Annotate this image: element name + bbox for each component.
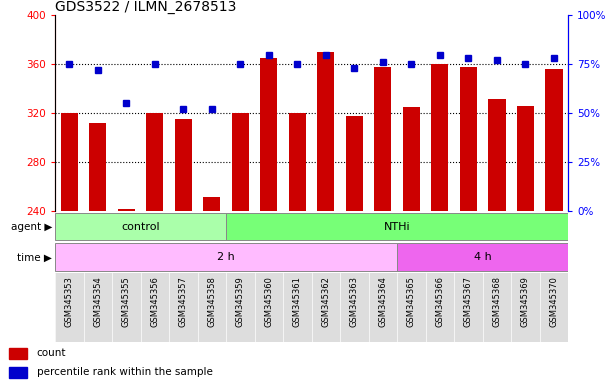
Text: GSM345362: GSM345362	[321, 276, 331, 327]
Bar	[9, 367, 27, 378]
Bar	[403, 107, 420, 211]
Text: GSM345353: GSM345353	[65, 276, 74, 327]
Bar	[431, 64, 448, 211]
Bar	[375, 67, 392, 211]
Text: GSM345366: GSM345366	[436, 276, 444, 327]
Text: GSM345359: GSM345359	[236, 276, 245, 327]
Bar	[175, 119, 192, 211]
Bar	[546, 69, 563, 211]
Text: agent ▶: agent ▶	[10, 222, 52, 232]
Bar	[89, 123, 106, 211]
Bar	[118, 209, 135, 211]
Text: GSM345370: GSM345370	[549, 276, 558, 327]
Text: GSM345361: GSM345361	[293, 276, 302, 327]
Text: percentile rank within the sample: percentile rank within the sample	[37, 367, 213, 377]
Text: GSM345365: GSM345365	[407, 276, 416, 327]
Text: NTHi: NTHi	[384, 222, 411, 232]
Bar	[232, 113, 249, 211]
Text: GSM345357: GSM345357	[179, 276, 188, 327]
Bar	[317, 52, 334, 211]
Text: GSM345364: GSM345364	[378, 276, 387, 327]
Text: GSM345354: GSM345354	[93, 276, 102, 327]
Text: GSM345356: GSM345356	[150, 276, 159, 327]
Text: control: control	[121, 222, 160, 232]
Bar	[146, 113, 163, 211]
Bar	[55, 213, 226, 240]
Bar	[60, 113, 78, 211]
Text: GSM345358: GSM345358	[207, 276, 216, 327]
Bar	[517, 106, 534, 211]
Text: count: count	[37, 348, 66, 358]
Bar	[55, 243, 397, 271]
Bar	[289, 113, 306, 211]
Bar	[397, 243, 568, 271]
Bar	[460, 67, 477, 211]
Bar	[488, 99, 505, 211]
Text: time ▶: time ▶	[17, 252, 52, 262]
Bar	[346, 116, 363, 211]
Bar	[9, 348, 27, 359]
Text: GSM345363: GSM345363	[350, 276, 359, 327]
Bar	[226, 213, 568, 240]
Text: 2 h: 2 h	[217, 252, 235, 262]
Text: GSM345360: GSM345360	[265, 276, 273, 327]
Text: GSM345355: GSM345355	[122, 276, 131, 327]
Bar	[203, 197, 221, 211]
Bar	[260, 58, 277, 211]
Text: GSM345369: GSM345369	[521, 276, 530, 327]
Text: GDS3522 / ILMN_2678513: GDS3522 / ILMN_2678513	[55, 0, 236, 14]
Text: GSM345368: GSM345368	[492, 276, 502, 327]
Text: 4 h: 4 h	[474, 252, 492, 262]
Text: GSM345367: GSM345367	[464, 276, 473, 327]
